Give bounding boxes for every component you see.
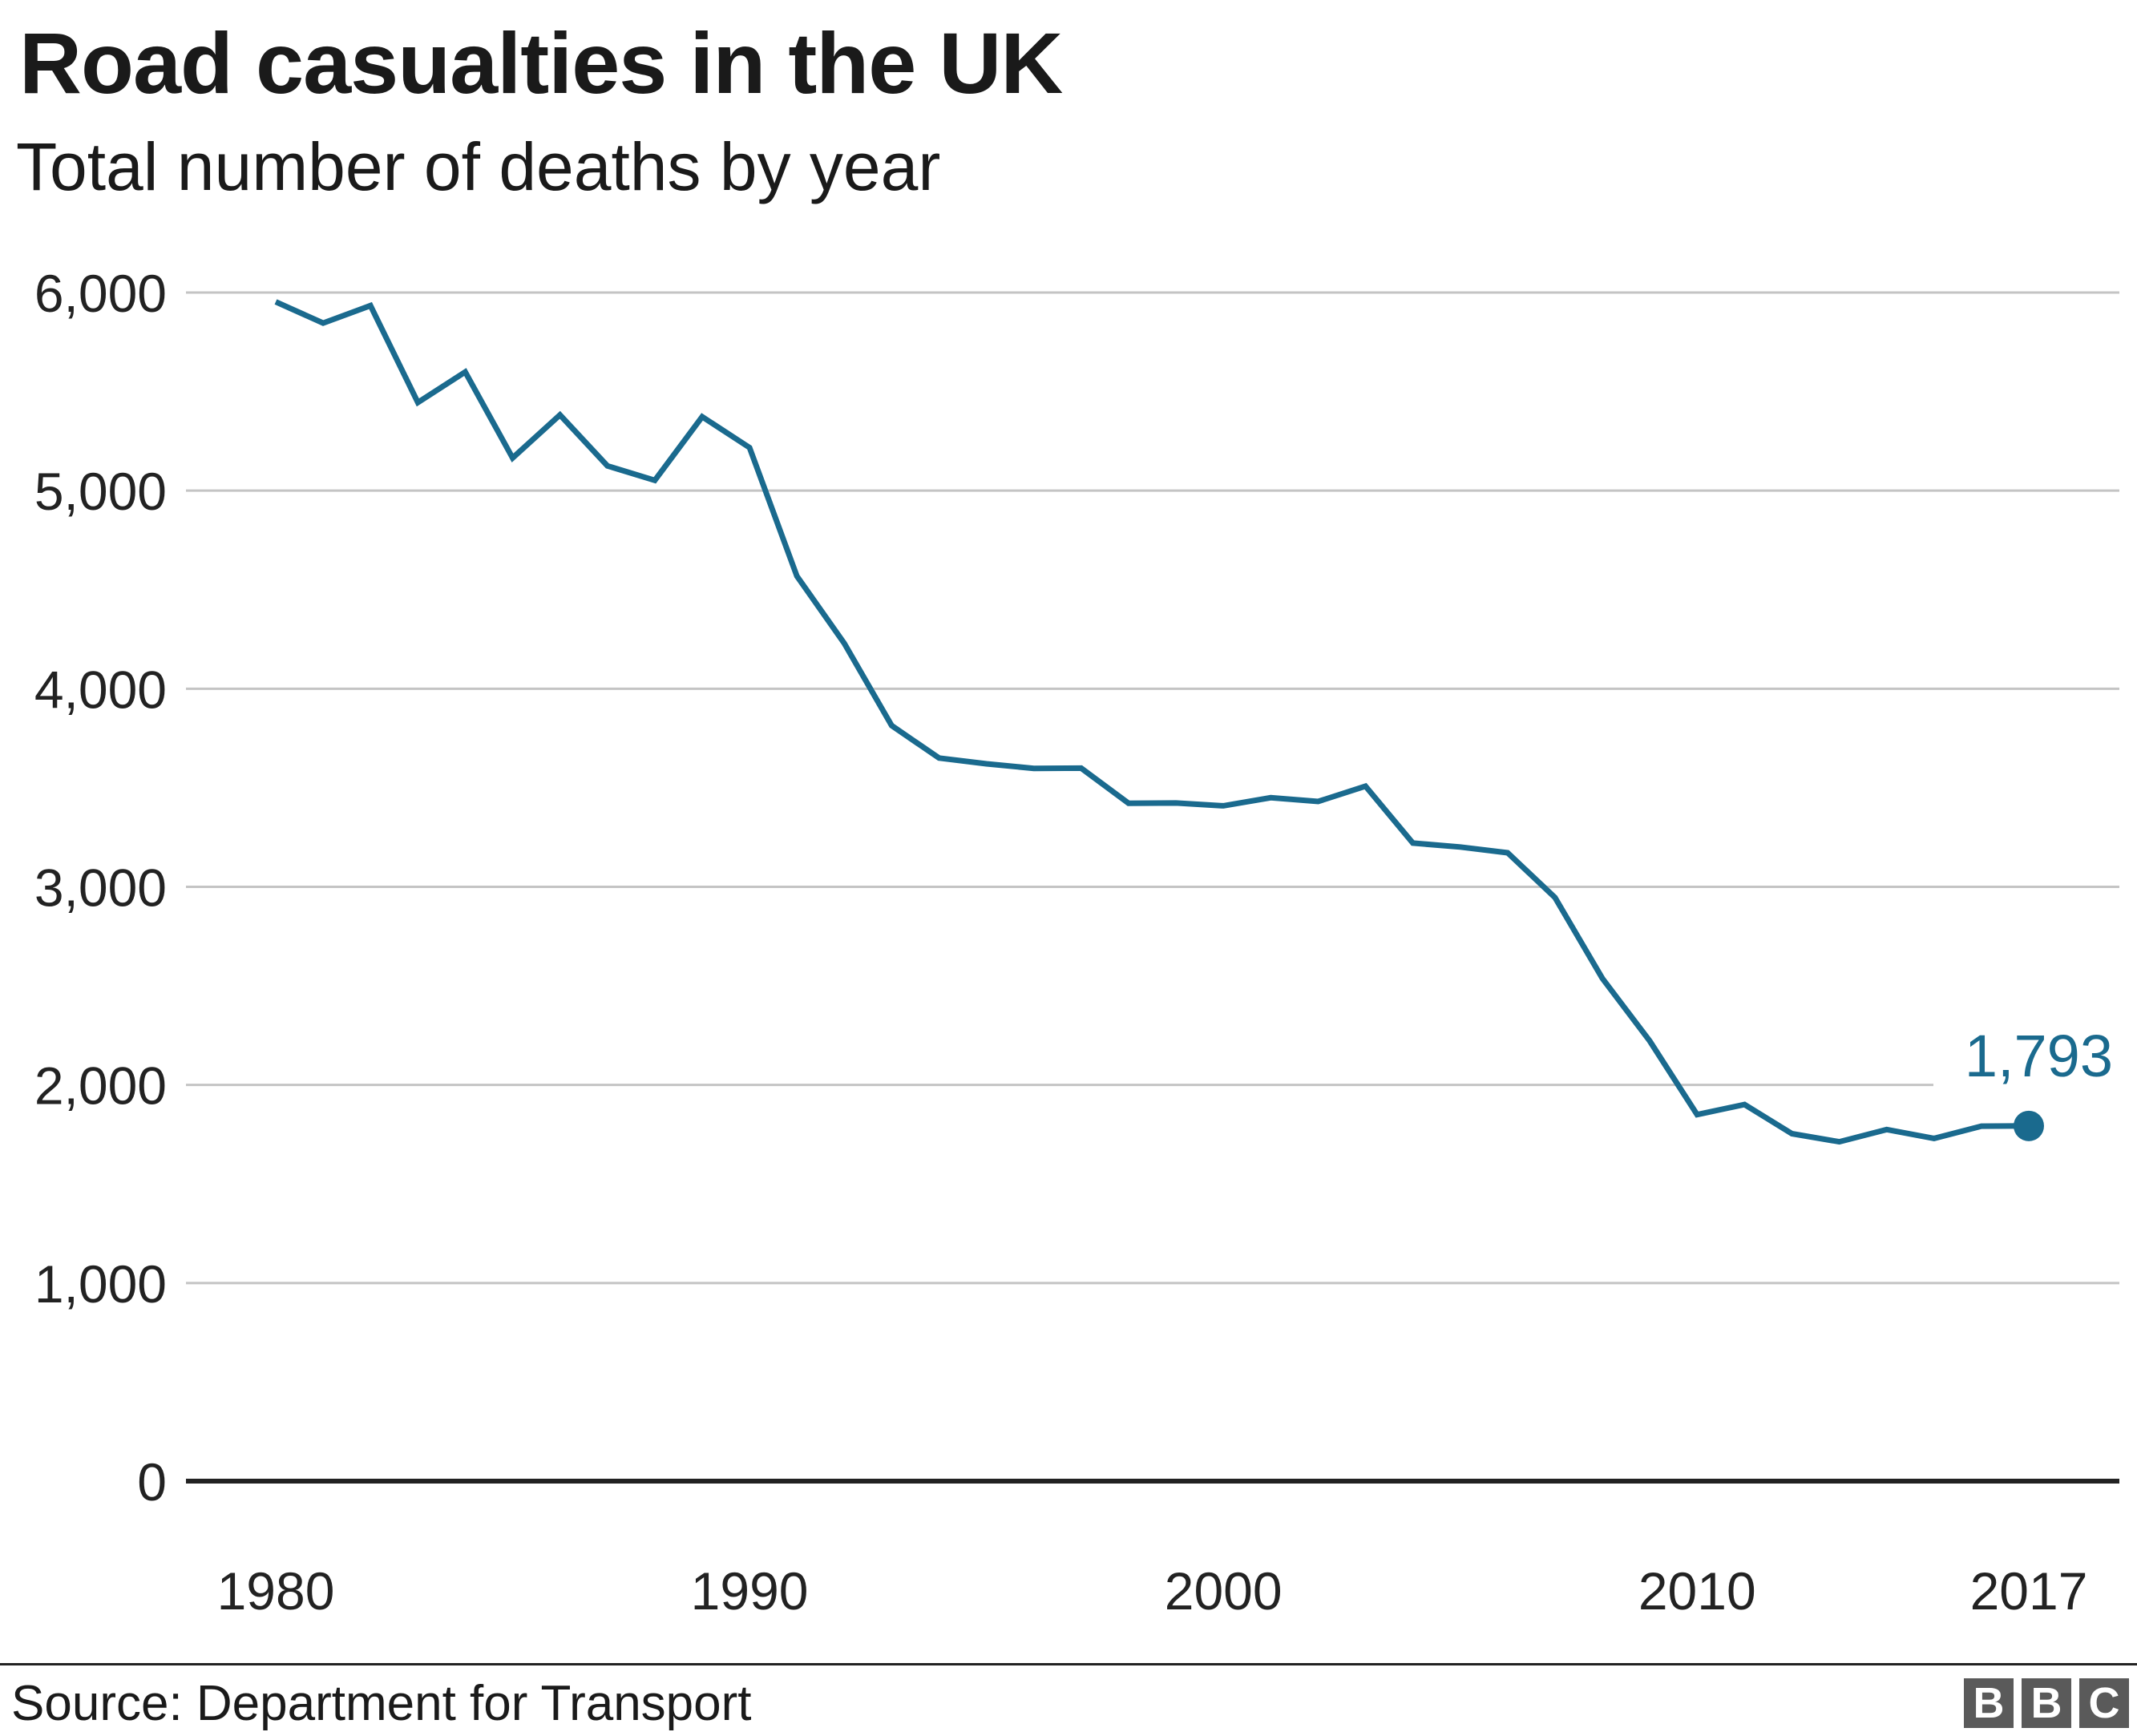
y-tick-label: 2,000 [34,1056,167,1116]
y-tick-label: 6,000 [34,264,167,323]
gridlines [186,291,2119,1484]
footer-divider [0,1663,2137,1665]
series-line [274,299,2030,1145]
chart-title: Road casualties in the UK [19,14,1063,111]
y-tick-label: 1,000 [34,1254,167,1314]
logo-letter: B [2022,1678,2071,1728]
chart-subtitle: Total number of deaths by year [16,129,941,204]
x-tick-label: 1980 [217,1561,335,1621]
series-layer [274,299,2030,1145]
logo-letter: C [2079,1678,2129,1728]
end-value-label: 1,793 [1965,1023,2113,1089]
x-tick-label: 2010 [1638,1561,1756,1621]
x-axis-tick-labels: 1980 1990 2000 2010 2017 [217,1561,2088,1621]
annotation-layer: 1,793 [1965,1023,2113,1141]
logo-letter: B [1964,1678,2014,1728]
source-note: Source: Department for Transport [11,1676,752,1731]
x-tick-label: 1990 [691,1561,809,1621]
y-axis-tick-labels: 0 1,000 2,000 3,000 4,000 5,000 6,000 [34,264,167,1512]
x-tick-label: 2017 [1970,1561,2088,1621]
y-tick-label: 4,000 [34,660,167,719]
end-point-marker [2014,1110,2044,1141]
bbc-logo: B B C [1964,1678,2129,1728]
line-chart: 0 1,000 2,000 3,000 4,000 5,000 6,000 1980 1990… [34,264,2119,1621]
x-tick-label: 2000 [1165,1561,1283,1621]
y-tick-label: 3,000 [34,858,167,918]
y-tick-label: 5,000 [34,462,167,521]
y-tick-label: 0 [137,1452,167,1512]
